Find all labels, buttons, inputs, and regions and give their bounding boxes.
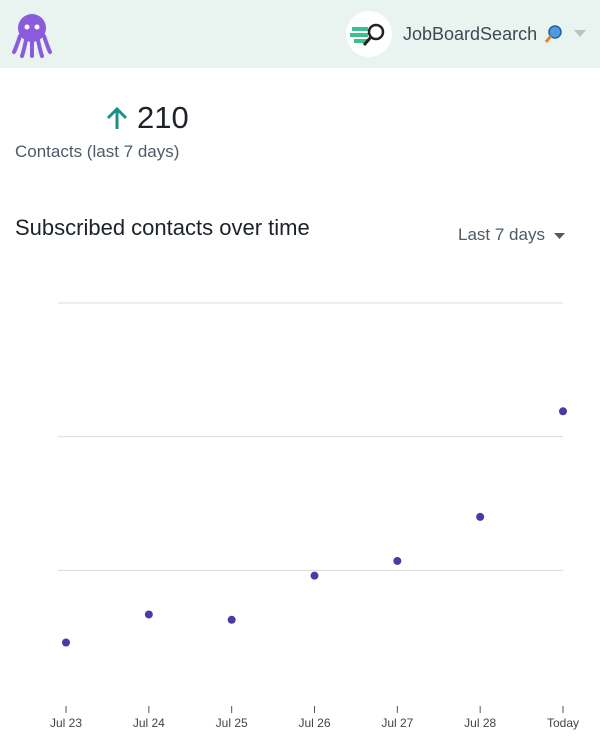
x-tick-label: Jul 28 xyxy=(464,716,496,730)
search-icon xyxy=(544,25,562,43)
data-point xyxy=(559,407,567,416)
stat-value: 210 xyxy=(137,100,189,135)
range-selector[interactable]: Last 7 days xyxy=(458,225,566,245)
data-point xyxy=(62,638,70,647)
data-point xyxy=(476,512,485,521)
x-tick-label: Jul 24 xyxy=(133,716,165,730)
x-tick-label: Jul 27 xyxy=(381,716,413,730)
data-point xyxy=(144,610,153,619)
stat-label: Contacts (last 7 days) xyxy=(15,142,180,161)
range-label[interactable]: Last 7 days xyxy=(458,225,545,244)
range-caret[interactable] xyxy=(553,232,566,240)
x-tick-label: Jul 23 xyxy=(50,716,82,730)
chart-title: Subscribed contacts over time xyxy=(15,215,310,240)
account-avatar[interactable] xyxy=(346,11,392,57)
app-logo[interactable] xyxy=(12,12,52,58)
x-tick-label: Jul 26 xyxy=(298,716,330,730)
data-point xyxy=(310,571,319,580)
account-caret[interactable] xyxy=(574,30,586,38)
x-tick-label: Today xyxy=(547,716,579,730)
account-name[interactable]: JobBoardSearch xyxy=(403,24,538,44)
top-bar: JobBoardSearch xyxy=(0,0,600,68)
x-tick-label: Jul 25 xyxy=(216,716,248,730)
data-point xyxy=(227,615,236,624)
up-arrow xyxy=(106,106,128,129)
data-point xyxy=(393,556,402,565)
